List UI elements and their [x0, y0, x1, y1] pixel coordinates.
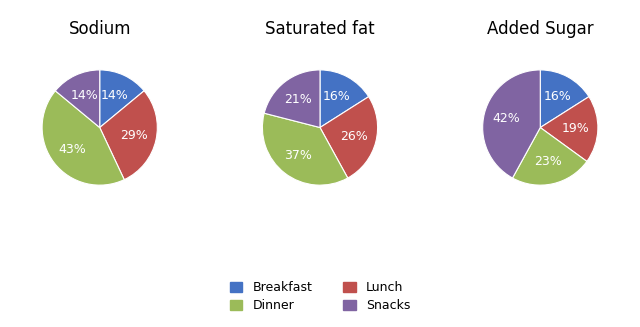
Wedge shape [513, 128, 587, 185]
Text: 43%: 43% [58, 143, 86, 156]
Text: 16%: 16% [323, 90, 351, 103]
Wedge shape [100, 70, 144, 128]
Text: 37%: 37% [284, 149, 312, 162]
Title: Added Sugar: Added Sugar [487, 21, 593, 39]
Wedge shape [55, 70, 100, 128]
Wedge shape [320, 70, 369, 128]
Wedge shape [264, 70, 320, 128]
Text: 14%: 14% [71, 89, 99, 102]
Text: 21%: 21% [285, 93, 312, 106]
Text: 14%: 14% [101, 89, 129, 102]
Wedge shape [320, 97, 378, 178]
Text: 42%: 42% [492, 112, 520, 125]
Wedge shape [100, 91, 157, 180]
Text: 26%: 26% [340, 130, 368, 143]
Wedge shape [540, 70, 589, 128]
Text: 19%: 19% [562, 122, 589, 135]
Title: Saturated fat: Saturated fat [265, 21, 375, 39]
Text: 23%: 23% [534, 155, 562, 168]
Legend: Breakfast, Dinner, Lunch, Snacks: Breakfast, Dinner, Lunch, Snacks [225, 277, 415, 318]
Text: 16%: 16% [543, 90, 571, 103]
Wedge shape [42, 91, 124, 185]
Wedge shape [540, 97, 598, 162]
Wedge shape [262, 113, 348, 185]
Title: Sodium: Sodium [68, 21, 131, 39]
Text: 29%: 29% [120, 129, 148, 142]
Wedge shape [483, 70, 540, 178]
